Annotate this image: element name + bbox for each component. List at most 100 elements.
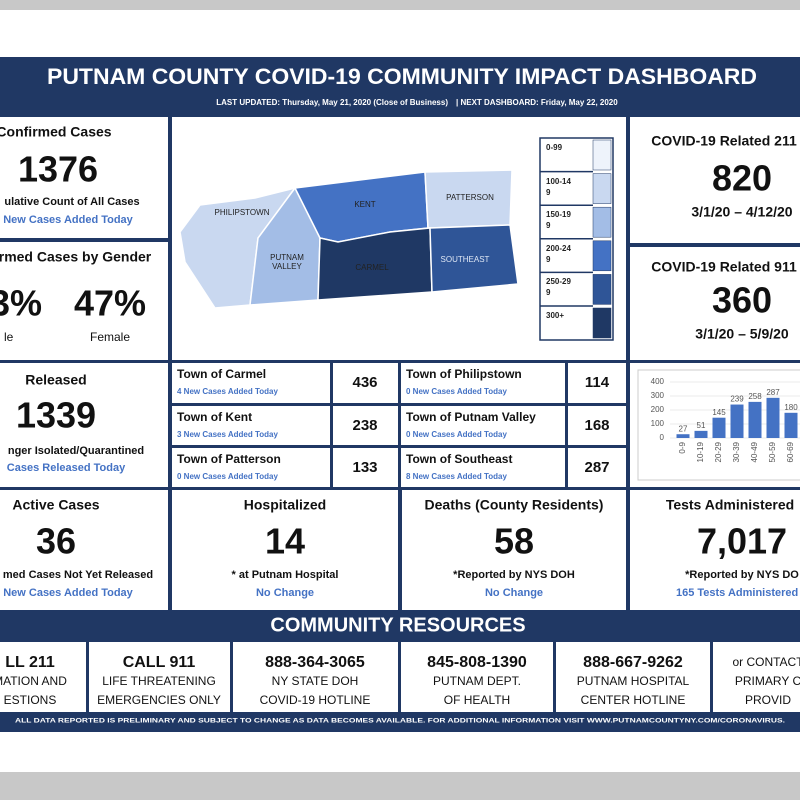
- region-label: PHILIPSTOWN: [215, 208, 270, 217]
- region-label: CARMEL: [355, 263, 389, 272]
- x-tick-label: 50-59: [768, 441, 777, 462]
- legend-label-box: 150-199: [546, 210, 571, 231]
- bar: [694, 430, 708, 438]
- resource-line: PUTNAM DEPT.: [433, 674, 521, 688]
- legend-label-box: 100-149: [546, 176, 571, 197]
- big-number: 58: [494, 521, 534, 562]
- bar: [784, 412, 798, 438]
- big-number: 1376: [18, 149, 98, 190]
- resource-line: COVID-19 HOTLINE: [260, 693, 371, 707]
- next-dashboard: | NEXT DASHBOARD: Friday, May 22, 2020: [456, 98, 618, 107]
- bar: [730, 404, 744, 438]
- town-value: 436: [352, 374, 377, 391]
- x-tick-label: 30-39: [732, 441, 741, 462]
- resource-heading: 888-364-3065: [265, 654, 365, 671]
- town-value: 238: [352, 417, 377, 434]
- region-label-box: PUTNAM VALLEY: [270, 253, 304, 271]
- legend-label-box: 300+: [546, 311, 564, 320]
- range: 3/1/20 – 4/12/20: [691, 204, 792, 220]
- resources: LL 211 MATION AND ESTIONS CALL 911 LIFE THRE…: [0, 654, 800, 707]
- caption: nger Isolated/Quarantined: [8, 445, 144, 457]
- big-number: 47%: [74, 283, 146, 324]
- big-number: 14: [265, 521, 305, 562]
- resource-heading: LL 211: [5, 654, 55, 671]
- legend-label: 250-299: [546, 277, 571, 298]
- value-label: 145: [712, 408, 726, 417]
- resource-line: PRIMARY C: [735, 674, 800, 688]
- legend-swatch: [592, 307, 612, 339]
- town-name: Town of Patterson: [177, 452, 281, 466]
- cells: [0, 117, 800, 712]
- legend-label-box: 250-299: [546, 277, 571, 298]
- town-name: Town of Philipstown: [406, 367, 522, 381]
- big-number: 820: [712, 158, 772, 199]
- value-label: 51: [697, 421, 706, 430]
- x-tick-label: 10-19: [696, 441, 705, 462]
- town-name: Town of Southeast: [406, 452, 512, 466]
- big-number: 360: [712, 280, 772, 321]
- resource-heading: 888-667-9262: [583, 654, 683, 671]
- legend-label: 200-249: [546, 243, 571, 264]
- note: No Change: [485, 587, 543, 599]
- value-label: 239: [730, 395, 744, 404]
- legend-swatch: [592, 173, 612, 204]
- note: New Cases Added Today: [3, 214, 133, 226]
- heading: Released: [25, 372, 86, 388]
- region-label: PUTNAM VALLEY: [270, 253, 304, 271]
- bottom-edge: [0, 772, 800, 800]
- x-tick-label: 60-69: [786, 441, 795, 462]
- heading: Deaths (County Residents): [425, 497, 604, 513]
- caption: ulative Count of All Cases: [4, 196, 139, 208]
- age-chart: 0 100 200 300 400 27 0-9 51 10-19 145 20-29 239 30-3…: [637, 369, 800, 481]
- heading: Hospitalized: [244, 497, 326, 513]
- range: 3/1/20 – 5/9/20: [695, 326, 789, 342]
- town-note: 0 New Cases Added Today: [406, 387, 507, 396]
- town-name: Town of Kent: [177, 410, 252, 424]
- town-value: 168: [584, 417, 609, 434]
- note: No Change: [256, 587, 314, 599]
- resource-heading: or CONTACT: [732, 655, 800, 669]
- big-number: 7,017: [697, 521, 787, 562]
- bar: [766, 397, 780, 438]
- resource-line: OF HEALTH: [444, 693, 510, 707]
- town-note: 8 New Cases Added Today: [406, 472, 507, 481]
- region: [429, 224, 519, 293]
- x-tick-label: 40-49: [750, 441, 759, 462]
- legend-swatch: [592, 240, 612, 272]
- map: [179, 169, 519, 309]
- legend-label-box: 200-249: [546, 243, 571, 264]
- resource-line: NY STATE DOH: [272, 674, 359, 688]
- resource-heading: CALL 911: [123, 654, 196, 671]
- stats: Active Cases 36 med Cases Not Yet Released…: [3, 497, 800, 599]
- town-name: Town of Putnam Valley: [406, 410, 536, 424]
- legend-label: 100-149: [546, 176, 571, 197]
- town-note: 3 New Cases Added Today: [177, 430, 278, 439]
- heading: Confirmed Cases: [0, 124, 112, 140]
- legend-label: 150-199: [546, 210, 571, 231]
- town-value: 287: [584, 459, 609, 476]
- resource-line: CENTER HOTLINE: [581, 693, 686, 707]
- town-value: 114: [585, 374, 610, 391]
- footer: ALL DATA REPORTED IS PRELIMINARY AND SUB…: [15, 718, 785, 725]
- resources-title: COMMUNITY RESOURCES: [270, 614, 525, 636]
- town-name: Town of Carmel: [177, 367, 266, 381]
- label: Female: [90, 330, 130, 344]
- legend: 0-99 100-149 150-199 200-249 250-299 300+: [539, 137, 614, 341]
- region-label: PATTERSON: [446, 193, 494, 202]
- bar: [748, 401, 762, 438]
- legend-label-box: 0-99: [546, 143, 562, 152]
- resource-line: ESTIONS: [4, 693, 57, 707]
- value-label: 258: [748, 392, 762, 401]
- resource-line: EMERGENCIES ONLY: [97, 693, 221, 707]
- note: 165 Tests Administered T: [676, 587, 800, 599]
- town-value: 133: [352, 459, 377, 476]
- caption: med Cases Not Yet Released: [3, 569, 153, 581]
- title: PUTNAM COUNTY COVID-19 COMMUNITY IMPACT …: [47, 64, 757, 89]
- heading: COVID-19 Related 211: [651, 133, 797, 149]
- caption: * at Putnam Hospital: [232, 569, 339, 581]
- big-number: 1339: [16, 395, 96, 436]
- last-updated: LAST UPDATED: Thursday, May 21, 2020 (Cl…: [216, 98, 448, 107]
- y-tick-label: 400: [651, 377, 665, 386]
